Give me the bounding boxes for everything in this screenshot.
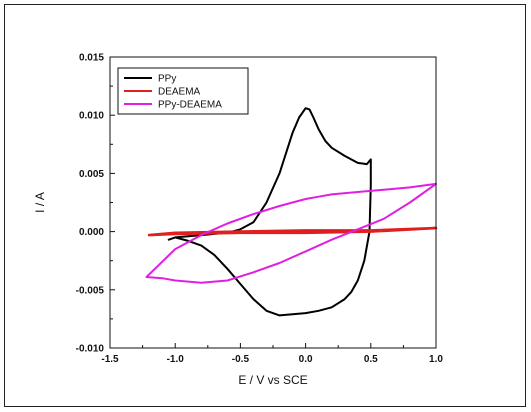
x-tick-label: 0.5 (364, 354, 378, 365)
y-tick-label: 0.005 (79, 169, 104, 180)
series-line-ppy (167, 107, 372, 317)
legend-label: DEAEMA (158, 87, 201, 98)
y-axis-label: I / A (33, 192, 47, 213)
legend: PPy DEAEMA PPy-DEAEMA (117, 67, 249, 115)
y-tick-label: 0.010 (79, 111, 104, 122)
x-tick-label: 1.0 (429, 354, 443, 365)
axis-ticks: -1.5 -1.0 -0.5 0.0 0.5 1.0 -0.010 -0.005 0.000 0.… (76, 53, 444, 366)
y-tick-label: 0.000 (79, 227, 104, 238)
legend-label: PPy (158, 74, 176, 85)
y-tick-label: 0.015 (79, 53, 104, 64)
x-tick-label: -1.0 (167, 354, 185, 365)
y-tick-label: -0.010 (76, 344, 105, 355)
legend-label: PPy-DEAEMA (158, 100, 222, 111)
plot-content (145, 107, 438, 317)
x-axis-label: E / V vs SCE (238, 373, 307, 387)
x-tick-label: -1.5 (101, 354, 119, 365)
x-tick-label: -0.5 (232, 354, 250, 365)
y-tick-label: -0.005 (76, 285, 105, 296)
series-line-deaema (147, 226, 438, 237)
x-tick-label: 0.0 (299, 354, 313, 365)
